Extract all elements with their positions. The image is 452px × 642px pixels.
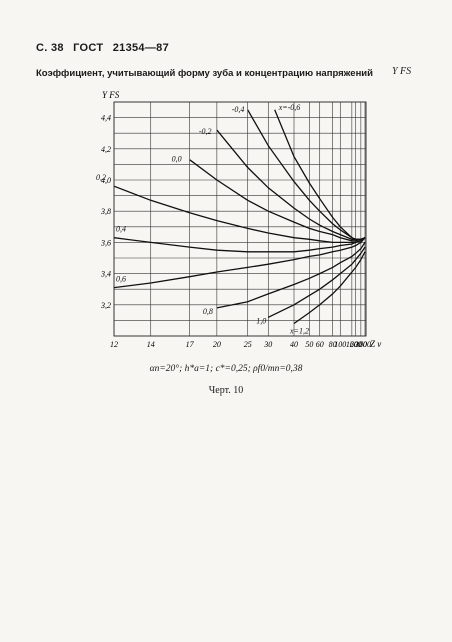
standard-number: 21354—87 bbox=[112, 42, 169, 54]
x-tick-label: 80 bbox=[329, 340, 337, 349]
y-tick-label: 3,6 bbox=[100, 238, 111, 247]
y-tick-label: 4,2 bbox=[101, 145, 111, 154]
y-tick-label: 4,0 bbox=[101, 176, 111, 185]
x-tick-label: 12 bbox=[110, 340, 118, 349]
x-tick-label: 50 bbox=[305, 340, 313, 349]
series-line bbox=[268, 246, 366, 318]
series-label: x=-0,6 bbox=[278, 103, 301, 112]
x-tick-label: 200 bbox=[350, 340, 362, 349]
x-tick-label: 500 bbox=[359, 340, 371, 349]
series-label: 0,0 bbox=[172, 155, 182, 164]
chart-grid bbox=[113, 101, 367, 337]
x-tick-label: 25 bbox=[244, 340, 252, 349]
series-line bbox=[247, 109, 366, 240]
x-tick-label: 14 bbox=[147, 340, 155, 349]
y-tick-label: 3,8 bbox=[100, 207, 111, 216]
series-label: 0,6 bbox=[116, 275, 126, 284]
standard-label: ГОСТ bbox=[73, 42, 104, 54]
series-label: 1,0 bbox=[256, 316, 266, 325]
series-label: 0,2 bbox=[96, 173, 106, 182]
x-tick-label: 100 bbox=[334, 340, 346, 349]
x-tick-label: 160 bbox=[346, 340, 358, 349]
series-label: -0,2 bbox=[199, 127, 212, 136]
series-line bbox=[216, 129, 366, 240]
x-tick-label: 17 bbox=[186, 340, 195, 349]
series-line bbox=[216, 242, 366, 309]
y-tick-label: 4,4 bbox=[101, 114, 111, 123]
x-tick-label: 40 bbox=[290, 340, 298, 349]
series-label: x=1,2 bbox=[289, 327, 309, 336]
chart-title: Коэффициент, учитывающий форму зуба и ко… bbox=[36, 68, 373, 79]
series-label: -0,4 bbox=[232, 105, 245, 114]
chart-series-labels: x=-0,6 -0,4 -0,2 0,0 0,2 0,4 0,6 0,8 1,0 x=1,2 bbox=[96, 103, 309, 336]
series-label: 0,8 bbox=[203, 307, 213, 316]
y-tick-label: 3,4 bbox=[100, 270, 111, 279]
x-tick-label: 60 bbox=[316, 340, 324, 349]
x-axis-label: Z v bbox=[370, 339, 381, 349]
figure-caption: Черт. 10 bbox=[208, 385, 244, 396]
chart-series bbox=[113, 109, 366, 325]
x-tick-label: 30 bbox=[263, 340, 272, 349]
chart-title-symbol: Y FS bbox=[392, 66, 412, 77]
series-line bbox=[189, 159, 366, 242]
series-line bbox=[113, 237, 366, 253]
page-header: С. 38 ГОСТ 21354—87 bbox=[36, 42, 175, 54]
series-label: 0,4 bbox=[116, 225, 126, 234]
parameters-caption: αn=20°; h*a=1; c*=0,25; ρf0/mn=0,38 bbox=[149, 364, 303, 374]
series-line bbox=[293, 251, 366, 325]
y-axis-label: Y FS bbox=[102, 90, 120, 100]
y-tick-label: 3,2 bbox=[100, 301, 111, 310]
x-tick-label: 20 bbox=[213, 340, 221, 349]
series-line bbox=[113, 237, 366, 289]
page-number: С. 38 bbox=[36, 42, 64, 54]
x-tick-label: 300 bbox=[354, 340, 367, 349]
